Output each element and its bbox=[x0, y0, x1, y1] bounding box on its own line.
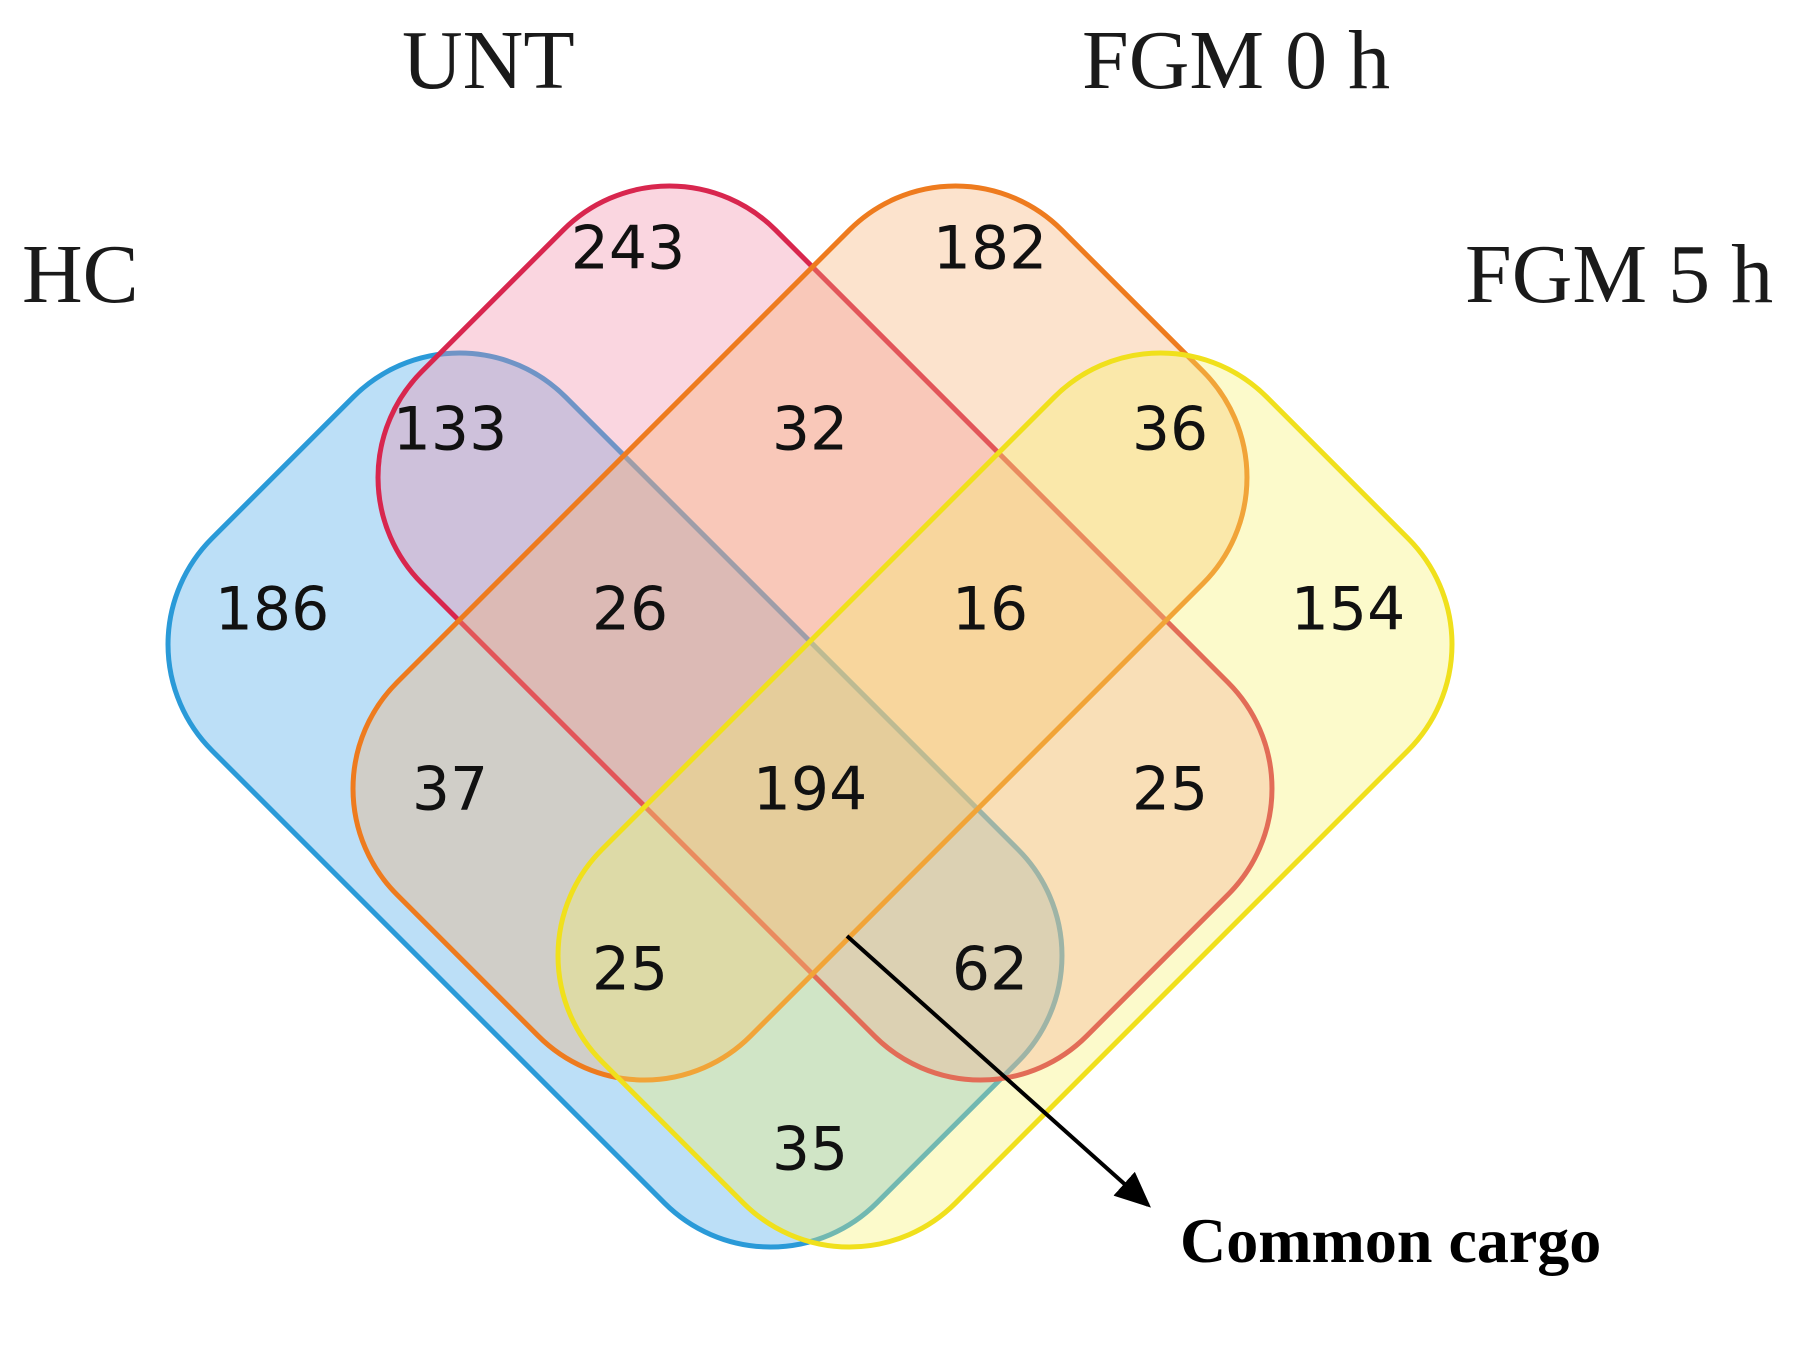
count-hc-unt: 133 bbox=[393, 395, 508, 465]
count-hc-unt-fgm5: 62 bbox=[952, 935, 1028, 1005]
count-unt-fgm0: 32 bbox=[772, 395, 848, 465]
count-hc-fgm5: 35 bbox=[772, 1115, 848, 1185]
set-label-fgm5: FGM 5 h bbox=[1465, 228, 1773, 321]
set-label-fgm0: FGM 0 h bbox=[1082, 14, 1390, 107]
count-fgm0-only: 182 bbox=[933, 214, 1048, 284]
venn-sets bbox=[165, 183, 1455, 1250]
set-shape-fgm5 bbox=[555, 350, 1455, 1250]
set-shape-unt bbox=[375, 183, 1275, 1083]
count-fgm0-fgm5: 36 bbox=[1132, 395, 1208, 465]
callout-arrow bbox=[845, 934, 1151, 1208]
count-unt-fgm0-fgm5: 16 bbox=[952, 575, 1028, 645]
count-fgm5-only: 154 bbox=[1291, 575, 1406, 645]
count-unt-only: 243 bbox=[571, 214, 686, 284]
callout-label-common-cargo: Common cargo bbox=[1180, 1205, 1601, 1276]
set-label-unt: UNT bbox=[402, 14, 575, 107]
count-hc-unt-fgm0: 26 bbox=[592, 575, 668, 645]
set-label-hc: HC bbox=[22, 228, 139, 321]
count-hc-only: 186 bbox=[215, 575, 330, 645]
count-hc-fgm0: 37 bbox=[412, 755, 488, 825]
set-shape-hc bbox=[165, 350, 1065, 1250]
count-hc-fgm0-fgm5: 25 bbox=[592, 935, 668, 1005]
set-shape-fgm0 bbox=[350, 183, 1250, 1083]
count-unt-fgm5: 25 bbox=[1132, 755, 1208, 825]
count-all-four: 194 bbox=[753, 755, 868, 825]
